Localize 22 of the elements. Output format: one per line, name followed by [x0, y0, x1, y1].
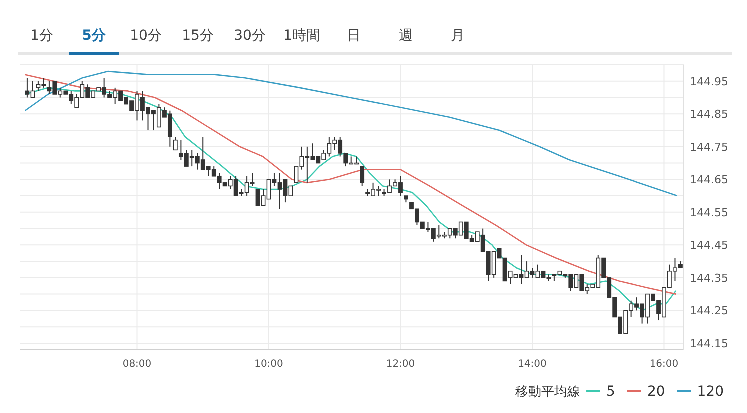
x-tick-label: 08:00: [122, 359, 152, 370]
y-tick-label: 144.45: [690, 239, 728, 252]
legend-label: 120: [697, 384, 724, 400]
y-tick-label: 144.75: [690, 140, 728, 154]
line-series: [24, 70, 678, 197]
x-tick-label: 10:00: [254, 359, 284, 370]
tabs: 1分 5分 10分 15分 30分 1時間 日 週 月: [18, 28, 732, 56]
candlestick: [360, 166, 365, 187]
y-tick-label: 144.95: [690, 75, 728, 88]
legend-title: 移動平均線: [516, 385, 581, 400]
y-tick-label: 144.25: [690, 304, 728, 318]
candlestick: [173, 136, 178, 151]
y-tick-label: 144.85: [690, 108, 728, 122]
x-tick-label: 14:00: [518, 359, 547, 370]
y-tick-label: 144.65: [690, 174, 728, 187]
x-tick-label: 12:00: [386, 359, 416, 370]
y-tick-label: 144.55: [690, 206, 728, 220]
legend-label: 5: [606, 384, 616, 400]
legend-label: 20: [647, 384, 666, 400]
x-tick-label: 16:00: [650, 359, 679, 370]
y-tick-label: 144.15: [690, 337, 728, 350]
y-tick-label: 144.35: [690, 272, 728, 285]
